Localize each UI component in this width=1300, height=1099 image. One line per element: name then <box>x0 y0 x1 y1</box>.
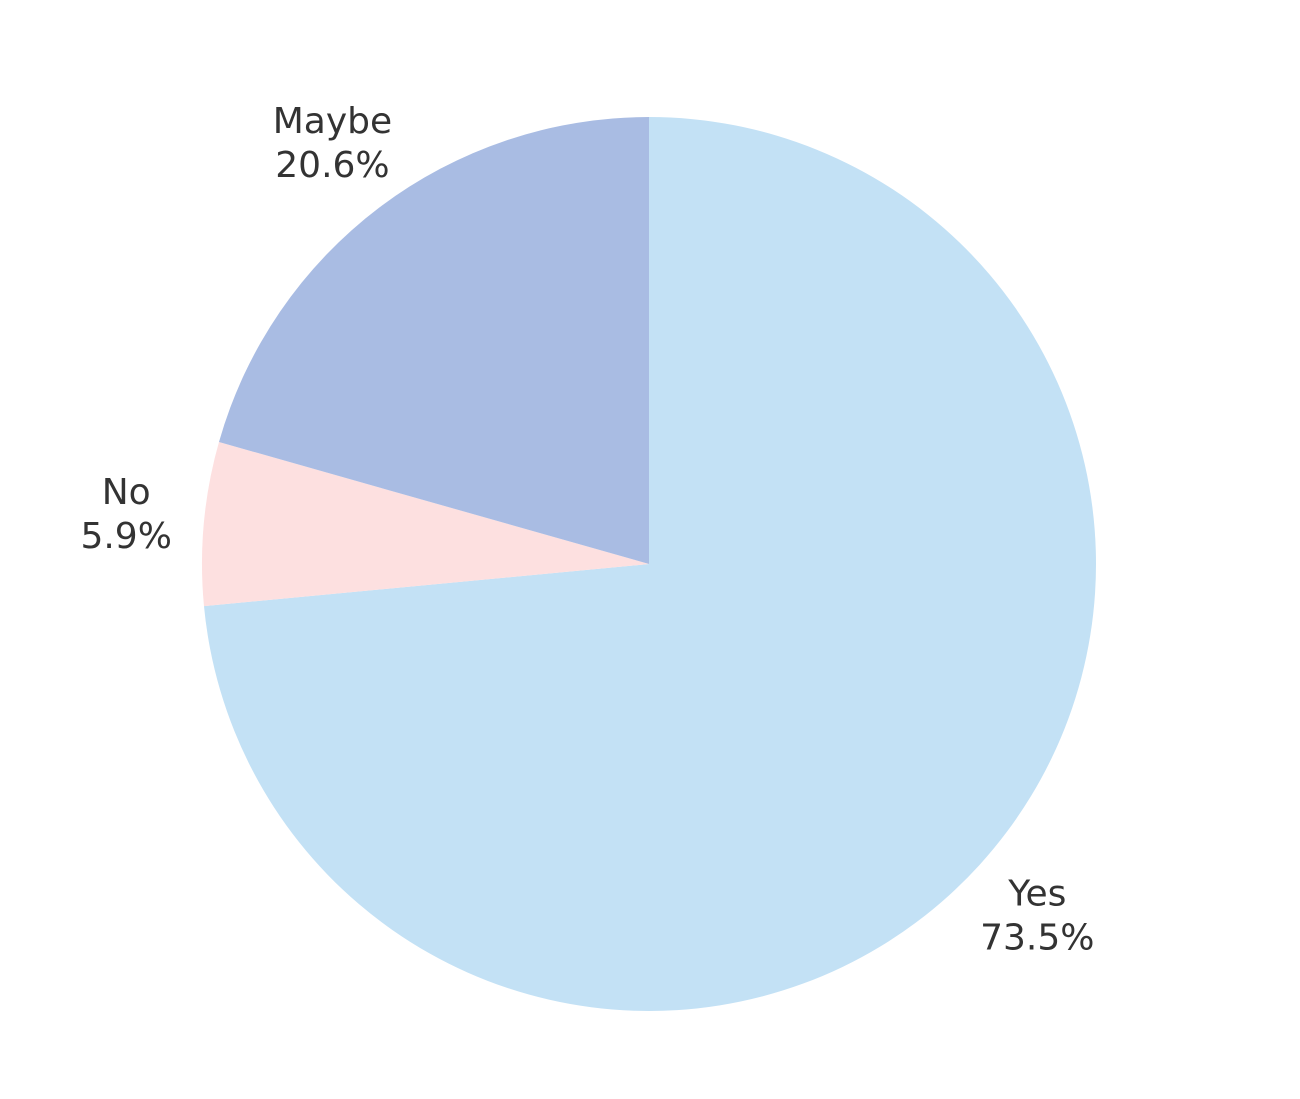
pie-slice <box>202 441 650 607</box>
slice-value-label: 5.9% <box>80 516 171 557</box>
slice-label: Yes <box>1007 873 1066 914</box>
slice-value-label: 20.6% <box>275 145 389 186</box>
slice-label: Maybe <box>273 101 392 142</box>
pie-slice <box>203 117 1097 1012</box>
slice-value-label: 73.5% <box>980 917 1094 958</box>
pie-slice <box>218 117 649 564</box>
slice-label: No <box>102 472 151 513</box>
